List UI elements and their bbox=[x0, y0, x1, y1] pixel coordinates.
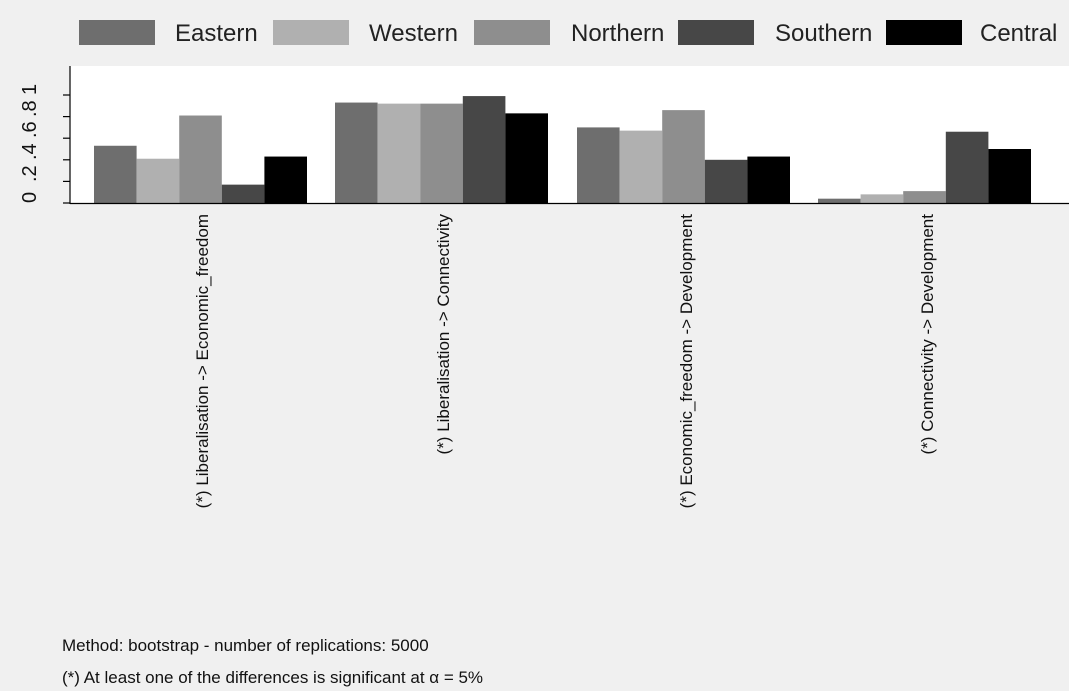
plot-area bbox=[70, 66, 1069, 203]
category-label: (*) Economic_freedom -> Development bbox=[677, 214, 696, 509]
legend-label-central: Central bbox=[980, 20, 1057, 47]
bars bbox=[94, 96, 1031, 203]
y-ticks: 0 .2 .4 .6 .8 1 bbox=[19, 84, 70, 204]
legend-swatch-eastern bbox=[79, 20, 155, 45]
legend-label-western: Western bbox=[369, 20, 458, 47]
category-label: (*) Liberalisation -> Connectivity bbox=[434, 214, 453, 455]
bar-western-2 bbox=[377, 103, 421, 203]
bar-central-3 bbox=[747, 156, 790, 203]
category-label: (*) Liberalisation -> Economic_freedom bbox=[193, 214, 212, 508]
legend-swatch-western bbox=[273, 20, 349, 45]
bar-northern-2 bbox=[420, 103, 463, 203]
bar-southern-3 bbox=[704, 159, 748, 203]
significance-note: (*) At least one of the differences is s… bbox=[62, 668, 484, 687]
bar-central-1 bbox=[264, 156, 307, 203]
legend: Eastern Western Northern Southern Central bbox=[79, 20, 1057, 47]
legend-label-northern: Northern bbox=[571, 20, 664, 47]
category-labels: (*) Liberalisation -> Economic_freedom (*… bbox=[193, 214, 937, 509]
bar-northern-1 bbox=[179, 115, 222, 203]
legend-swatch-northern bbox=[474, 20, 550, 45]
bar-western-4 bbox=[860, 194, 904, 203]
bar-western-3 bbox=[619, 130, 663, 203]
bar-western-1 bbox=[136, 158, 180, 203]
category-label: (*) Connectivity -> Development bbox=[918, 214, 937, 455]
legend-swatch-southern bbox=[678, 20, 754, 45]
bar-eastern-2 bbox=[335, 102, 378, 203]
method-note: Method: bootstrap - number of replicatio… bbox=[62, 636, 429, 655]
y-tick-label: 0 bbox=[19, 192, 41, 203]
y-tick-label: 1 bbox=[19, 84, 41, 95]
bar-eastern-1 bbox=[94, 145, 137, 203]
bar-northern-4 bbox=[903, 191, 946, 203]
bar-central-2 bbox=[505, 113, 548, 203]
bar-eastern-4 bbox=[818, 198, 861, 203]
legend-swatch-central bbox=[886, 20, 962, 45]
bar-eastern-3 bbox=[577, 127, 620, 203]
bar-southern-4 bbox=[945, 131, 989, 203]
y-tick-label: .4 bbox=[19, 143, 41, 160]
bar-central-4 bbox=[988, 149, 1031, 203]
bar-southern-1 bbox=[221, 184, 265, 203]
bar-southern-2 bbox=[462, 96, 506, 203]
legend-label-southern: Southern bbox=[775, 20, 872, 47]
bar-northern-3 bbox=[662, 110, 705, 203]
y-tick-label: .8 bbox=[19, 100, 41, 117]
y-tick-label: .6 bbox=[19, 121, 41, 138]
y-tick-label: .2 bbox=[19, 165, 41, 182]
legend-label-eastern: Eastern bbox=[175, 20, 258, 47]
